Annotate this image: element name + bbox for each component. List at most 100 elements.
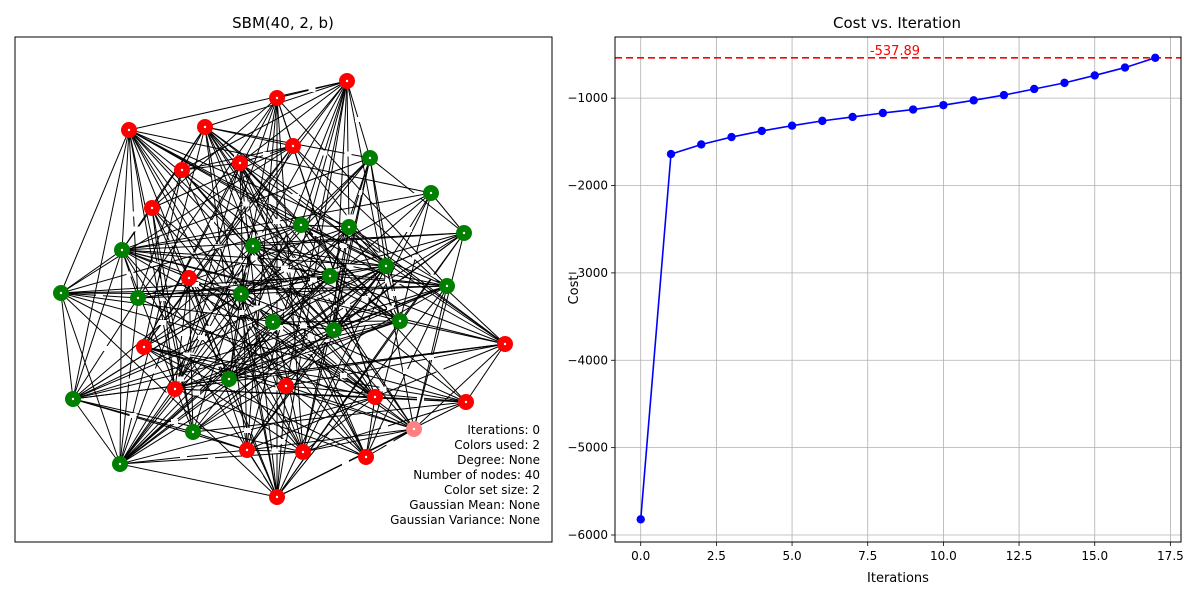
graph-edge [188, 145, 294, 279]
edge-weight-label [219, 283, 226, 289]
graph-edge [333, 157, 371, 331]
graph-node-label [173, 387, 177, 391]
cost-point [939, 100, 948, 110]
edge-weight-label [307, 335, 315, 340]
graph-edge [348, 226, 448, 287]
graph-edge [119, 329, 335, 465]
edge-weight-label [171, 419, 178, 424]
graph-node-label [127, 128, 131, 132]
graph-edge [60, 224, 302, 294]
graph-node-label [368, 156, 372, 160]
y-tick-label: −6000 [567, 528, 608, 542]
graph-edge [72, 249, 123, 400]
edge-weight-label [180, 454, 187, 460]
graph-node-label [429, 191, 433, 195]
edge-weight-label [264, 199, 271, 204]
edge-weight-label [207, 220, 214, 225]
info-degree: Degree: None [457, 453, 540, 467]
graph-node-label [238, 161, 242, 165]
cost-point [757, 126, 766, 136]
cost-point [1060, 78, 1069, 88]
graph-edge [276, 97, 304, 453]
graph-edge [413, 232, 465, 430]
graph-edge [72, 398, 121, 465]
edge-weight-label [340, 243, 347, 248]
graph-edge [60, 129, 130, 294]
info-gaussian-variance: Gaussian Variance: None [390, 513, 540, 527]
graph-node-label [150, 206, 154, 210]
graph-node-label [191, 430, 195, 434]
edge-weight-label [427, 355, 434, 360]
edge-weight-label [183, 352, 190, 358]
edge-weight-label [284, 227, 292, 233]
graph-title: SBM(40, 2, b) [232, 14, 334, 32]
graph-edge [276, 80, 348, 498]
graph-node-label [284, 384, 288, 388]
edge-weight-label [346, 263, 354, 269]
graph-node-label [275, 96, 279, 100]
graph-edge [121, 249, 194, 433]
edge-weight-label [160, 296, 167, 301]
graph-node-label [142, 345, 146, 349]
cost-point [727, 132, 736, 142]
graph-edge [348, 226, 506, 345]
edge-weight-label [230, 284, 238, 290]
cost-chart-panel: Cost vs. Iteration 0.0 2.5 5.0 7.5 10.0 12.5 1… [567, 14, 1184, 586]
x-tick-label: 2.5 [707, 549, 726, 563]
edge-weight-label [322, 337, 330, 342]
graph-edge [60, 292, 467, 403]
graph-edge [272, 275, 331, 323]
graph-node-label [275, 495, 279, 499]
edge-weight-label [346, 214, 354, 220]
x-tick-label: 10.0 [930, 549, 957, 563]
edge-weight-label [237, 310, 245, 315]
edge-weight-label [215, 244, 222, 249]
graph-edge [465, 343, 506, 403]
edge-weight-label [159, 320, 167, 325]
graph-edge [60, 285, 448, 294]
y-tick-label: −4000 [567, 353, 608, 367]
edge-weight-label [198, 335, 205, 340]
graph-edge [252, 224, 302, 247]
graph-edge [72, 320, 401, 400]
cost-point [969, 96, 978, 105]
edge-weight-label [340, 373, 347, 378]
cost-point [636, 515, 645, 524]
cost-point [1120, 63, 1130, 72]
graph-edge [252, 245, 331, 277]
graph-node-label [328, 274, 332, 278]
edge-weight-label [281, 265, 288, 271]
graph-edge [192, 265, 387, 433]
edge-weight-label [129, 413, 137, 418]
graph-edge [272, 320, 401, 323]
graph-node-label [239, 292, 243, 296]
graph-node-label [503, 342, 507, 346]
graph-node-label [347, 225, 351, 229]
graph-edge [119, 226, 350, 465]
edge-weight-label [220, 353, 228, 358]
edge-weight-label [344, 151, 352, 157]
edge-weight-label [310, 277, 317, 283]
graph-edge [119, 249, 123, 465]
graph-edge [276, 285, 448, 498]
cost-point [1030, 84, 1039, 94]
edge-weight-label [308, 87, 316, 92]
x-tick-label: 5.0 [783, 549, 802, 563]
graph-edge [228, 265, 387, 380]
edge-weight-label [268, 370, 276, 376]
graph-edge [300, 157, 371, 226]
cost-point [1151, 53, 1160, 62]
graph-info-box: Iterations: 0 Colors used: 2 Degree: Non… [390, 423, 540, 527]
edge-weight-label [242, 362, 250, 368]
graph-edge [300, 224, 448, 287]
edge-weight-label [342, 460, 349, 466]
graph-edge [119, 463, 278, 498]
edge-weight-label [229, 385, 237, 390]
edge-weight-label [313, 234, 321, 240]
edge-weight-label [125, 378, 133, 384]
cost-point [697, 140, 706, 149]
edge-weight-label [386, 440, 394, 446]
graph-edge [137, 265, 387, 299]
graph-edge [192, 401, 467, 433]
edge-weight-label [193, 390, 200, 396]
